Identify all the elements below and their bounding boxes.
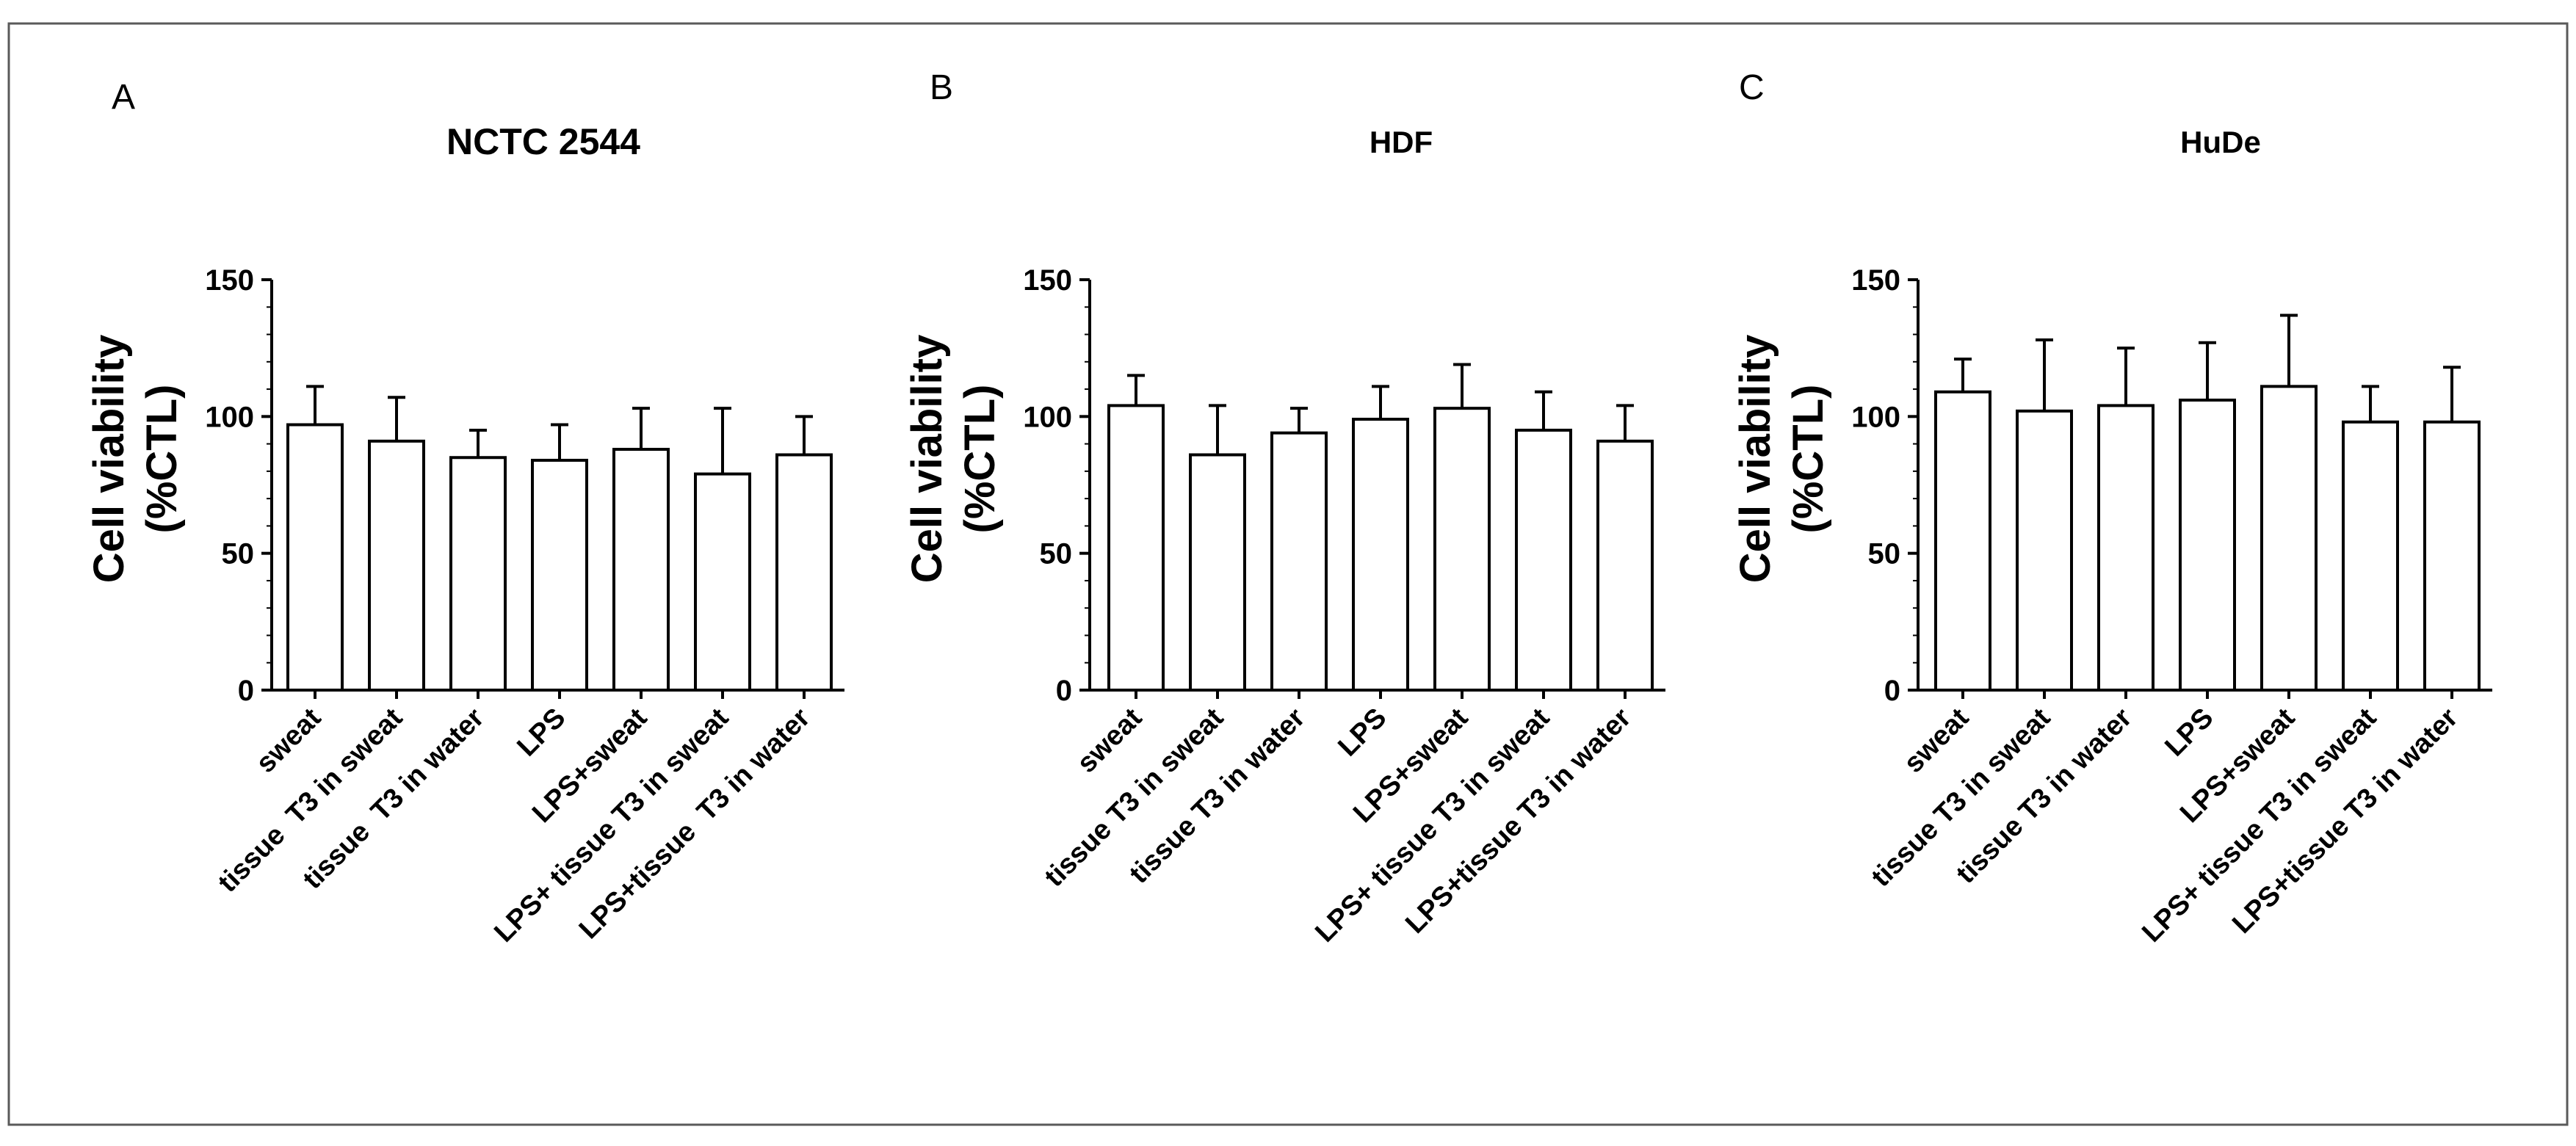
panel-b-bar — [1352, 418, 1409, 692]
panel-b-y-tick-label: 50 — [1040, 538, 1073, 570]
panel-b-ylabel-line2: (%CTL) — [956, 385, 1004, 534]
panel-b-letter: B — [930, 68, 953, 107]
panel-b-y-tick-label: 100 — [1023, 401, 1072, 433]
panel-b-bar — [1515, 428, 1572, 692]
panel-c-y-tick-label: 100 — [1851, 401, 1900, 433]
panel-a-bar — [612, 448, 670, 692]
panel-c-ylabel-line2: (%CTL) — [1784, 385, 1832, 534]
panel-b: B HDF Cell viability (%CTL) 0 50 100 150 swe… — [903, 68, 1665, 949]
panel-a-bar — [368, 439, 425, 692]
panel-a-bar — [775, 453, 833, 692]
panel-a-y-tick-label: 100 — [205, 401, 254, 433]
panel-b-category-label: sweat — [1071, 702, 1148, 779]
panel-c-title: HuDe — [2180, 125, 2261, 159]
panel-c-bar — [2423, 420, 2481, 692]
panel-a-bar — [531, 458, 588, 692]
panel-c-letter: C — [1739, 68, 1765, 107]
panel-a-bar — [449, 456, 507, 692]
panel-a: A NCTC 2544 Cell viability (%CTL) 0 50 100… — [85, 78, 844, 949]
panel-b-bar — [1189, 453, 1246, 692]
panel-c-y-tick-label: 150 — [1851, 264, 1900, 297]
panel-a-y-tick-label: 50 — [222, 538, 255, 570]
panel-a-ylabel-line2: (%CTL) — [138, 385, 186, 534]
panel-a-ylabel-line1: Cell viability — [85, 335, 133, 583]
panel-a-y-tick-label: 150 — [205, 264, 254, 297]
panel-c-bar — [1934, 390, 1991, 692]
panel-a-category-label: sweat — [250, 702, 328, 779]
panel-c-bar — [2016, 409, 2073, 692]
panel-c-ylabel-line1: Cell viability — [1732, 335, 1779, 583]
panel-c-y-tick-label: 50 — [1868, 538, 1901, 570]
panel-b-ylabel-line1: Cell viability — [903, 335, 951, 583]
panel-a-letter: A — [112, 78, 135, 117]
panel-c-bar — [2342, 420, 2399, 692]
panel-b-bar — [1270, 431, 1328, 692]
panel-b-bar — [1107, 404, 1165, 692]
panel-b-category-label: LPS — [1332, 703, 1392, 763]
panel-c-bar — [2097, 404, 2154, 692]
panel-c-category-label: LPS — [2159, 703, 2219, 763]
panel-a-bar — [286, 423, 344, 692]
panel-c-bar — [2260, 385, 2318, 692]
panel-c-category-label: sweat — [1898, 702, 1975, 779]
panel-b-bar — [1433, 407, 1491, 692]
panel-b-bar — [1596, 439, 1654, 692]
panel-c-bar — [2179, 398, 2236, 692]
panel-c-y-tick-label: 0 — [1884, 675, 1900, 707]
panel-a-bar — [694, 472, 751, 692]
panel-b-title: HDF — [1370, 125, 1433, 159]
panel-c: C HuDe Cell viability (%CTL) 0 50 100 150 sw… — [1732, 68, 2492, 949]
panel-b-y-tick-label: 150 — [1023, 264, 1072, 297]
panel-a-category-label: LPS — [511, 703, 571, 763]
figure-border — [7, 22, 2569, 1126]
panel-a-y-tick-label: 0 — [238, 675, 254, 707]
panel-a-title: NCTC 2544 — [446, 121, 640, 162]
panel-b-y-tick-label: 0 — [1056, 675, 1072, 707]
